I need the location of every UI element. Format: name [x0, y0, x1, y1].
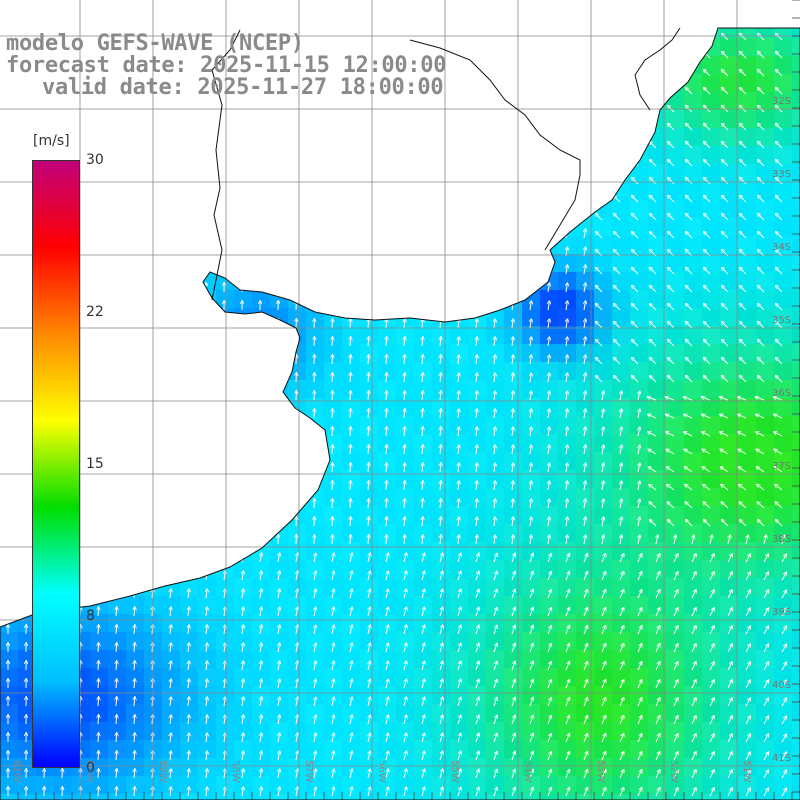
colorbar-tick-15: 15: [86, 456, 104, 472]
lon-label: 52W: [668, 760, 679, 783]
lat-label: 32S: [772, 96, 791, 107]
border-argentina-uruguay: [211, 29, 241, 301]
lat-label: 36S: [772, 388, 791, 399]
lat-label: 40S: [772, 680, 791, 691]
colorbar-unit: [m/s]: [33, 133, 70, 149]
lagoon-outline: [634, 27, 681, 111]
latitude-labels: 32S 33S 34S 35S 36S 37S 38S 39S 40S 41S: [772, 96, 791, 764]
lon-label: 55W: [449, 760, 460, 783]
colorbar-tick-0: 0: [86, 760, 95, 776]
lon-label: 53W: [595, 760, 606, 783]
longitude-labels: 61W 60W 59W 58W 57W 56W 55W 54W 53W 52W 51W: [11, 760, 752, 783]
lat-label: 41S: [772, 753, 791, 764]
lat-label: 34S: [772, 242, 791, 253]
lon-label: 51W: [741, 760, 752, 783]
colorbar-tick-22: 22: [86, 304, 104, 320]
model-title: modelo GEFS-WAVE (NCEP): [6, 31, 304, 56]
colorbar-tick-8: 8: [86, 608, 95, 624]
colorbar-tick-30: 30: [86, 152, 104, 168]
lat-label: 39S: [772, 607, 791, 618]
lon-label: 60W: [84, 760, 95, 783]
lon-label: 59W: [157, 760, 168, 783]
lon-label: 56W: [376, 760, 387, 783]
colorbar: [32, 160, 80, 768]
border-uruguay-brazil: [409, 39, 581, 251]
colorbar-fill: [33, 161, 79, 767]
forecast-date: forecast date: 2025-11-15 12:00:00: [6, 53, 447, 78]
lon-label: 57W: [303, 760, 314, 783]
lon-label: 61W: [11, 760, 22, 783]
lat-label: 33S: [772, 169, 791, 180]
valid-date: valid date: 2025-11-27 18:00:00: [42, 75, 444, 100]
lat-label: 37S: [772, 461, 791, 472]
lon-label: 58W: [230, 760, 241, 783]
lon-label: 54W: [522, 760, 533, 783]
lat-label: 35S: [772, 315, 791, 326]
lat-label: 38S: [772, 534, 791, 545]
